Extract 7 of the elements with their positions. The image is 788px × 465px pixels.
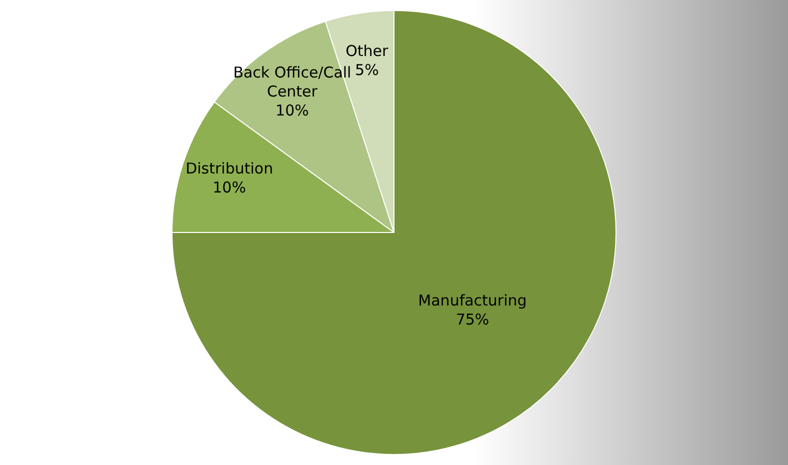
slice-label: Manufacturing [418,291,527,310]
data-label: 10% [212,178,246,196]
slice-label: Other [346,42,390,60]
data-label: 75% [456,310,490,328]
slice-label: Distribution [186,159,274,178]
data-label: 5% [355,60,379,79]
data-label: 10% [276,101,309,120]
